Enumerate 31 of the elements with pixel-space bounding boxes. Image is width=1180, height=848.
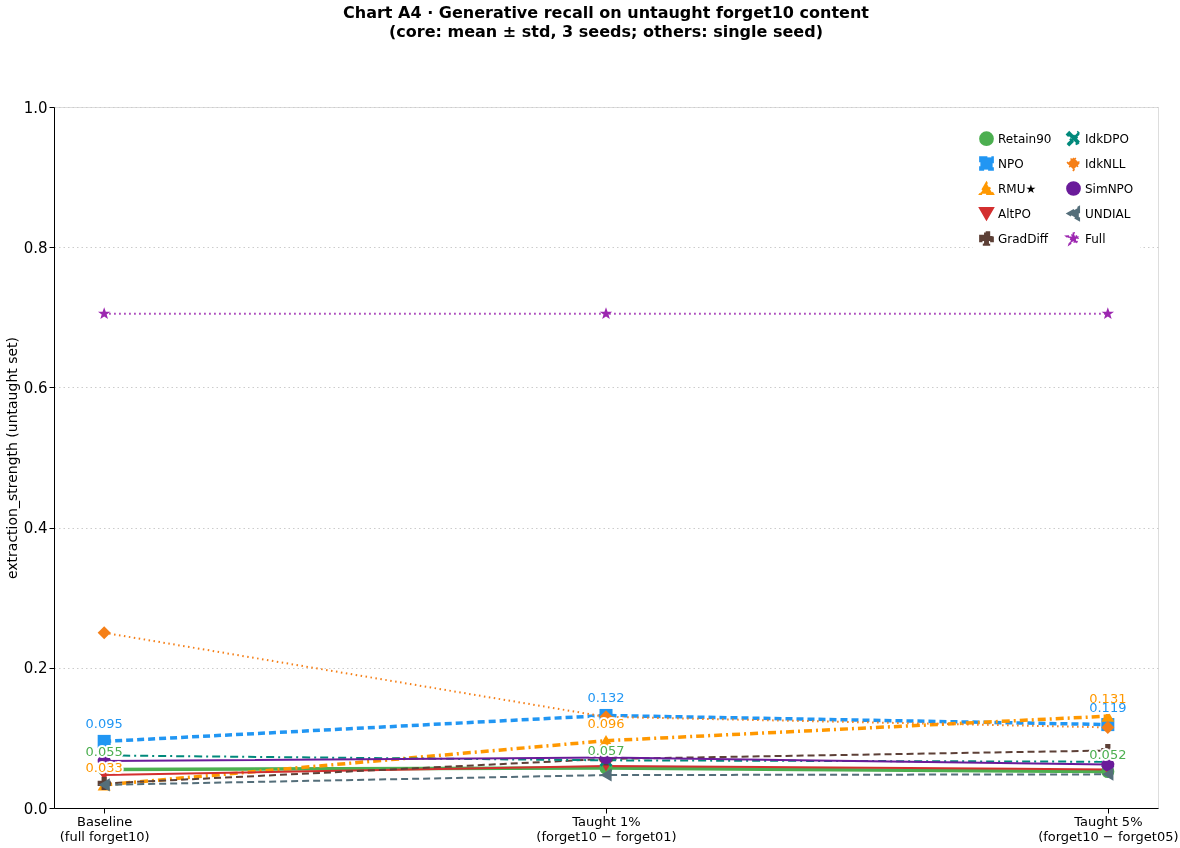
data-label: 0.095 [85, 716, 123, 732]
y-axis-title: extraction_strength (untaught set) [3, 336, 20, 580]
legend-label: RMU★ [998, 181, 1037, 196]
data-label: 0.132 [587, 690, 625, 706]
point [97, 307, 111, 320]
legend-label: IdkDPO [1085, 131, 1130, 146]
data-label: 0.096 [587, 715, 625, 731]
y-tick-label: 0.6 [23, 378, 48, 397]
point [600, 768, 612, 782]
legend-label: GradDiff [998, 231, 1049, 246]
y-tick-label: 0.2 [23, 659, 48, 678]
x-tick-label: Taught 5% (forget10 − forget05) [1038, 813, 1179, 844]
legend-label: IdkNLL [1085, 156, 1126, 171]
legend-label: SimNPO [1085, 181, 1134, 196]
point [1101, 307, 1115, 320]
legend-label: Full [1085, 231, 1106, 246]
data-label: 0.057 [587, 743, 625, 759]
point [599, 307, 613, 320]
point [97, 626, 111, 640]
legend-label: AltPO [998, 206, 1031, 221]
legend-label: Retain90 [998, 131, 1052, 146]
y-tick-label: 0.0 [23, 799, 48, 818]
x-tick-label: Baseline (full forget10) [59, 813, 150, 844]
x-tick-label: Taught 1% (forget10 − forget01) [536, 813, 677, 844]
legend-label: UNDIAL [1085, 206, 1131, 221]
y-tick-label: 0.4 [23, 519, 48, 538]
legend-label: NPO [998, 156, 1024, 171]
y-tick-label: 1.0 [23, 98, 48, 117]
chart-title: Chart A4 · Generative recall on untaught forget10 content [343, 3, 870, 22]
y-tick-label: 0.8 [23, 238, 48, 257]
chart-subtitle: (core: mean ± std, 3 seeds; others: single seed) [389, 22, 823, 41]
